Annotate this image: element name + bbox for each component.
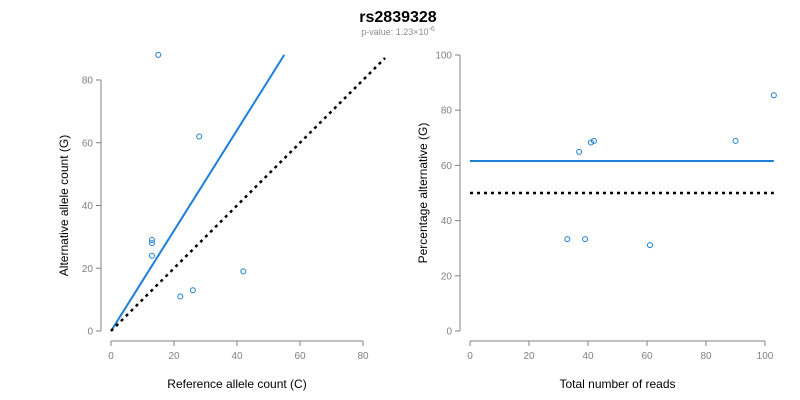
fitted-line bbox=[110, 54, 286, 332]
x-tick-label: 60 bbox=[641, 351, 653, 362]
chart-title: rs2839328 bbox=[359, 9, 437, 26]
y-tick-label: 40 bbox=[441, 216, 453, 227]
x-tick-label: 60 bbox=[294, 351, 306, 362]
reference-line bbox=[110, 57, 386, 332]
x-tick-label: 80 bbox=[700, 351, 712, 362]
x-tick-label: 0 bbox=[108, 351, 114, 362]
p-value-text: p-value: 1.23×10 bbox=[361, 27, 428, 37]
x-tick-label: 100 bbox=[757, 351, 774, 362]
plot-allele-counts: 0 20 40 60 80 0 20 40 60 80 Reference allele count… bbox=[57, 51, 386, 391]
data-point bbox=[196, 133, 203, 140]
data-point bbox=[148, 237, 155, 244]
y-tick-label: 60 bbox=[82, 138, 94, 149]
data-point bbox=[155, 51, 162, 58]
y-tick-label: 60 bbox=[441, 161, 453, 172]
data-point bbox=[732, 137, 739, 144]
y-tick-label: 80 bbox=[82, 76, 94, 87]
x-tick-label: 40 bbox=[231, 351, 243, 362]
y-tick-label: 80 bbox=[441, 106, 453, 117]
y-axis-label: Percentage alternative (G) bbox=[416, 123, 430, 264]
plot-percentage-alternative: 0 20 40 60 80 100 0 20 40 60 80 100 Total number of … bbox=[416, 51, 777, 391]
x-axis-label: Total number of reads bbox=[559, 377, 675, 391]
x-tick-label: 80 bbox=[357, 351, 369, 362]
data-point bbox=[770, 92, 777, 99]
chart-subtitle: p-value: 1.23×10-6 bbox=[361, 26, 435, 37]
data-point bbox=[148, 252, 155, 259]
data-point bbox=[646, 242, 653, 249]
data-point bbox=[590, 137, 597, 144]
y-tick-label: 20 bbox=[441, 271, 453, 282]
data-point bbox=[240, 268, 247, 275]
y-tick-label: 0 bbox=[446, 327, 452, 338]
data-point bbox=[587, 139, 594, 146]
data-point bbox=[564, 236, 571, 243]
p-value-exponent: -6 bbox=[429, 26, 435, 33]
data-point bbox=[177, 293, 184, 300]
x-tick-label: 20 bbox=[168, 351, 180, 362]
data-point bbox=[576, 148, 583, 155]
y-tick-label: 20 bbox=[82, 264, 94, 275]
y-axis-label: Alternative allele count (G) bbox=[57, 135, 71, 276]
y-tick-label: 0 bbox=[87, 327, 93, 338]
x-tick-label: 20 bbox=[523, 351, 535, 362]
y-tick-label: 100 bbox=[435, 51, 452, 62]
x-axis-label: Reference allele count (C) bbox=[167, 377, 306, 391]
x-tick-label: 0 bbox=[467, 351, 473, 362]
x-tick-label: 40 bbox=[582, 351, 594, 362]
data-point bbox=[582, 236, 589, 243]
data-point bbox=[148, 240, 155, 247]
data-point bbox=[189, 287, 196, 294]
y-tick-label: 40 bbox=[82, 201, 94, 212]
